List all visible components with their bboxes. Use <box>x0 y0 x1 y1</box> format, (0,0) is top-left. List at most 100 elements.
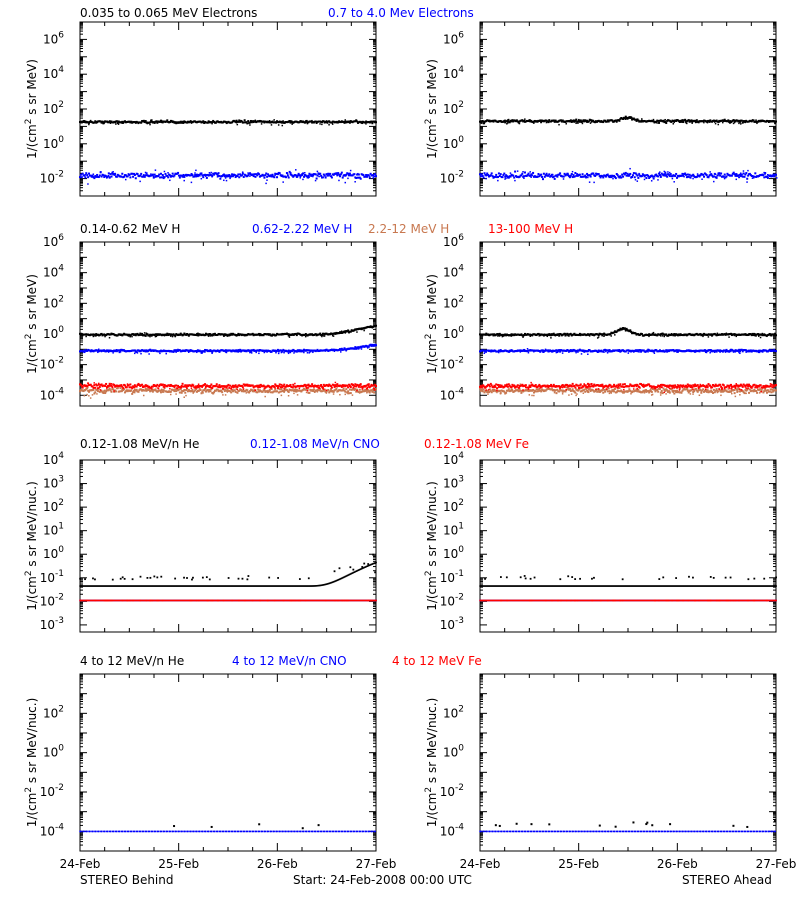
data-point-black <box>93 121 96 124</box>
data-point-blue <box>572 174 575 177</box>
data-point-blue <box>143 175 146 178</box>
data-point-red <box>211 387 214 390</box>
data-point-red <box>120 384 123 387</box>
data-point-red <box>157 387 160 390</box>
data-point-blue <box>276 348 279 351</box>
data-point-blue <box>551 173 554 176</box>
data-point-salmon <box>96 388 99 391</box>
data-point-red <box>151 388 153 390</box>
data-point-blue <box>266 179 268 181</box>
data-point-black <box>83 120 86 123</box>
data-point-blue <box>200 177 203 180</box>
data-point-blue <box>618 176 621 179</box>
data-point-black <box>116 122 119 125</box>
data-point-black <box>171 335 174 338</box>
data-point-red <box>197 383 200 385</box>
data-point-red <box>236 385 239 388</box>
data-point-blue <box>103 175 105 177</box>
data-point-salmon <box>96 393 98 395</box>
data-point-black <box>706 121 709 124</box>
data-point-red <box>184 384 187 387</box>
data-point-blue <box>705 174 708 177</box>
data-point-blue <box>479 175 482 178</box>
data-point-blue <box>178 176 181 179</box>
data-point-blue <box>638 173 641 176</box>
data-point-red <box>96 384 99 387</box>
data-point-black <box>140 333 143 336</box>
data-point-salmon <box>339 393 341 396</box>
data-point-black <box>169 335 172 337</box>
data-point-salmon <box>351 394 354 396</box>
data-point-black <box>573 332 576 335</box>
data-point-blue <box>108 176 111 179</box>
data-point-blue <box>771 175 774 178</box>
data-point-black <box>713 121 716 123</box>
data-point-blue <box>218 174 221 177</box>
data-point-blue <box>97 348 100 351</box>
data-point-black <box>337 121 340 124</box>
data-point-salmon <box>280 394 283 397</box>
data-point-salmon <box>355 390 358 393</box>
data-point-blue <box>177 171 180 174</box>
data-point-blue <box>498 175 501 178</box>
data-point-blue <box>357 347 359 350</box>
data-point-blue <box>312 175 314 178</box>
data-point-black <box>636 118 639 121</box>
data-point-blue <box>253 173 256 176</box>
data-point-blue <box>119 349 122 351</box>
data-point-red <box>192 384 195 387</box>
data-point-blue <box>624 171 627 174</box>
data-point-blue <box>722 175 725 178</box>
data-point-blue <box>237 349 240 352</box>
data-point-blue <box>308 176 311 178</box>
data-point-salmon <box>169 393 172 396</box>
data-point-salmon <box>94 391 97 394</box>
data-point-black <box>258 332 261 335</box>
data-point-red <box>228 386 231 389</box>
data-point-black <box>243 119 246 122</box>
data-point-salmon <box>364 388 367 391</box>
data-point-red <box>225 386 228 389</box>
data-point-red <box>294 382 296 385</box>
data-point-black <box>740 119 743 122</box>
data-point-blue <box>93 177 96 180</box>
data-point-black <box>375 324 377 327</box>
data-point-salmon <box>250 389 253 392</box>
data-point-red <box>145 384 148 387</box>
data-point-black <box>121 122 123 124</box>
data-point-red <box>91 385 94 388</box>
data-point-blue <box>587 176 589 179</box>
data-point-black <box>596 337 599 339</box>
data-point-black <box>129 335 131 338</box>
data-point-blue <box>676 176 679 179</box>
data-point-red <box>240 384 243 387</box>
data-point-black <box>160 119 163 122</box>
data-point-blue <box>159 172 162 175</box>
data-point-blue <box>89 174 92 177</box>
data-point-salmon <box>257 388 260 391</box>
data-point-blue <box>321 176 324 179</box>
data-point-salmon <box>322 389 325 392</box>
data-point-blue <box>173 174 176 177</box>
data-point-black <box>314 333 317 336</box>
data-point-salmon <box>366 392 368 394</box>
data-point-black <box>340 330 343 332</box>
data-point-black <box>375 121 377 124</box>
data-point-blue <box>126 175 129 178</box>
data-point-blue <box>315 177 318 180</box>
data-point-blue <box>335 172 338 175</box>
data-point-blue <box>559 172 562 175</box>
data-point-salmon <box>186 390 189 393</box>
data-point-blue <box>288 170 291 173</box>
data-point-salmon <box>123 391 126 394</box>
data-point-blue <box>648 176 651 179</box>
data-point-black <box>242 121 245 124</box>
data-point-salmon <box>342 387 345 390</box>
data-point-blue <box>240 174 243 177</box>
data-point-blue <box>109 173 112 176</box>
data-point-salmon <box>137 390 140 393</box>
data-point-salmon <box>132 389 135 392</box>
data-point-red <box>217 386 220 389</box>
data-point-blue <box>287 352 290 355</box>
data-point-red <box>221 385 224 388</box>
